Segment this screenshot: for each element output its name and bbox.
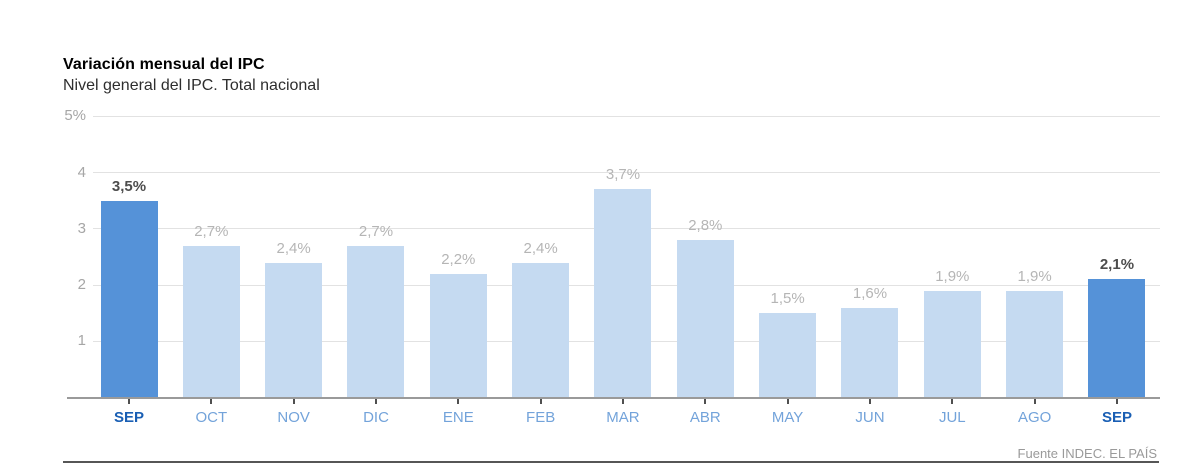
axis-tick-ene-4 [457, 398, 460, 404]
value-label-feb-5: 2,4% [523, 239, 558, 257]
bar-jun-9 [841, 307, 899, 398]
y-axis-label-3: 3 [77, 219, 86, 237]
axis-tick-jun-9 [868, 398, 871, 404]
x-axis-label-feb-5: FEB [526, 409, 556, 426]
bar-oct-1 [182, 245, 240, 398]
value-label-nov-2: 2,4% [276, 239, 311, 257]
source-credit: Fuente INDEC. EL PAÍS [1017, 446, 1157, 461]
chart-title: Variación mensual del IPC [63, 56, 265, 73]
value-label-sep-0: 3,5% [111, 177, 147, 195]
x-axis-label-sep-12: SEP [1101, 409, 1132, 426]
value-label-jun-9: 1,6% [852, 284, 888, 302]
footer-divider [63, 461, 1159, 463]
x-axis-label-ago-11: AGO [1017, 409, 1052, 426]
y-axis-label-1: 1 [77, 332, 86, 350]
value-label-may-8: 1,5% [770, 290, 805, 308]
x-axis-label-mar-6: MAR [606, 409, 640, 426]
axis-tick-sep-0 [128, 398, 130, 404]
axis-tick-nov-2 [292, 398, 295, 404]
axis-tick-sep-12 [1115, 398, 1118, 404]
bar-abr-7 [676, 240, 734, 398]
bar-may-8 [759, 313, 817, 398]
x-axis-label-oct-1: OCT [195, 409, 228, 426]
value-label-ago-11: 1,9% [1017, 267, 1052, 285]
bar-dic-3 [347, 245, 405, 398]
value-label-mar-6: 3,7% [605, 166, 641, 184]
axis-tick-jul-10 [951, 398, 954, 404]
value-label-jul-10: 1,9% [935, 267, 970, 285]
bar-ago-11 [1006, 290, 1064, 398]
axis-tick-abr-7 [704, 398, 707, 404]
axis-tick-ago-11 [1033, 398, 1036, 404]
x-axis-label-sep-0: SEP [113, 409, 144, 426]
axis-tick-feb-5 [539, 398, 542, 404]
x-axis-label-may-8: MAY [771, 409, 804, 426]
x-axis-label-jul-10: JUL [938, 409, 966, 426]
value-label-sep-12: 2,1% [1099, 256, 1135, 274]
bar-ene-4 [429, 273, 487, 398]
axis-tick-mar-6 [621, 398, 624, 404]
gridline-4 [93, 172, 1160, 174]
gridline-5 [93, 115, 1160, 117]
x-axis-label-jun-9: JUN [855, 409, 885, 426]
bar-feb-5 [512, 262, 570, 398]
x-axis-label-ene-4: ENE [442, 409, 474, 426]
value-label-abr-7: 2,8% [688, 217, 723, 235]
bar-nov-2 [265, 262, 323, 398]
value-label-oct-1: 2,7% [194, 222, 229, 240]
axis-tick-dic-3 [374, 398, 377, 404]
x-axis-label-nov-2: NOV [277, 409, 310, 426]
axis-tick-may-8 [786, 398, 789, 404]
value-label-dic-3: 2,7% [358, 222, 394, 240]
x-axis-line [67, 396, 1160, 399]
bar-mar-6 [594, 189, 652, 398]
value-label-ene-4: 2,2% [441, 250, 476, 268]
bar-sep-0 [100, 200, 158, 398]
axis-tick-oct-1 [210, 398, 213, 404]
x-axis-label-dic-3: DIC [363, 409, 389, 426]
chart-subtitle: Nivel general del IPC. Total nacional [63, 77, 320, 94]
bar-sep-12 [1088, 279, 1146, 398]
x-axis-label-abr-7: ABR [689, 409, 721, 426]
y-axis-label-5: 5% [64, 107, 86, 125]
bar-jul-10 [923, 290, 981, 398]
y-axis-label-4: 4 [77, 163, 86, 181]
y-axis-label-2: 2 [77, 276, 86, 294]
